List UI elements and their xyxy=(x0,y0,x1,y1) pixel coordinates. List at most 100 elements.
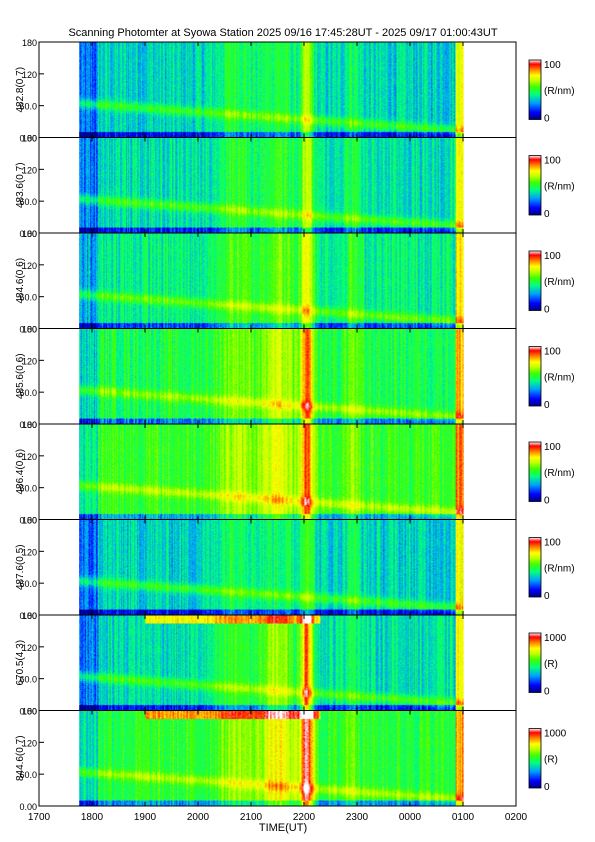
colorbar-min-label: 0 xyxy=(544,305,550,316)
colorbar-max-label: 100 xyxy=(544,156,561,167)
x-tick-label: 2000 xyxy=(187,812,210,823)
chart-title: Scanning Photomter at Syowa Station 2025… xyxy=(68,27,497,39)
colorbar-max-label: 100 xyxy=(544,251,561,262)
panel-ylabel: 483.6(0.7) xyxy=(15,162,26,208)
colorbar-unit-label: (R) xyxy=(544,659,558,670)
y-tick-label: 60.0 xyxy=(19,484,37,494)
y-tick-label: 120 xyxy=(22,643,37,653)
y-tick-label: 60.0 xyxy=(19,197,37,207)
panel-ylabel: 484.6(0.6) xyxy=(15,258,26,304)
colorbar-unit-label: (R) xyxy=(544,754,558,765)
panel-ylabel: 844.6(0.7) xyxy=(15,735,26,781)
x-tick-label: 0100 xyxy=(452,812,475,823)
panel-heatmap-1 xyxy=(79,42,464,137)
colorbar-min-label: 0 xyxy=(544,400,550,411)
y-tick-label: 120 xyxy=(22,738,37,748)
y-tick-label: 0.00 xyxy=(19,611,37,621)
panel-ylabel: 485.6(0.6) xyxy=(15,353,26,399)
y-tick-label: 0.00 xyxy=(19,420,37,430)
panel-heatmap-8 xyxy=(79,711,464,806)
x-tick-label: 1900 xyxy=(134,812,157,823)
colorbar-min-label: 0 xyxy=(544,591,550,602)
panel-ylabel: 482.8(0.7) xyxy=(15,67,26,113)
x-tick-label: 2200 xyxy=(293,812,316,823)
x-tick-label: 1700 xyxy=(28,812,51,823)
panel-heatmap-6 xyxy=(79,520,464,615)
panel-5: 0.00 60.0 120 180 486.4(0.6) 100 (R/nm) 0 xyxy=(15,420,575,526)
panel-frame xyxy=(38,710,517,807)
x-tick-label: 2100 xyxy=(240,812,263,823)
y-tick-label: 120 xyxy=(22,70,37,80)
y-tick-label: 120 xyxy=(22,356,37,366)
colorbar-6 xyxy=(528,537,542,598)
colorbar-8 xyxy=(528,728,542,789)
colorbar-max-label: 100 xyxy=(544,442,561,453)
panel-3: 0.00 60.0 120 180 484.6(0.6) 100 (R/nm) 0 xyxy=(15,229,575,335)
y-tick-label: 180 xyxy=(22,134,37,144)
panel-8: 0.00 60.0 120 180 844.6(0.7) 1000 (R) 0 xyxy=(15,707,567,813)
y-tick-label: 180 xyxy=(22,38,37,48)
colorbar-3 xyxy=(528,250,542,311)
x-axis: 1700 1800 1900 2000 2100 2200 2300 0000 0100 0200 xyxy=(28,812,528,823)
panel-6: 0.00 60.0 120 180 487.6(0.5) 100 (R/nm) 0 xyxy=(15,516,575,622)
y-tick-label: 0.00 xyxy=(19,516,37,526)
colorbar-max-label: 1000 xyxy=(544,633,567,644)
y-tick-label: 180 xyxy=(22,516,37,526)
y-tick-label: 180 xyxy=(22,611,37,621)
panel-heatmap-5 xyxy=(79,424,464,519)
y-tick-label: 60.0 xyxy=(19,770,37,780)
colorbar-min-label: 0 xyxy=(544,496,550,507)
colorbar-unit-label: (R/nm) xyxy=(544,563,575,574)
panel-4: 0.00 60.0 120 180 485.6(0.6) 100 (R/nm) 0 xyxy=(15,325,575,431)
colorbar-unit-label: (R/nm) xyxy=(544,181,575,192)
y-tick-label: 60.0 xyxy=(19,579,37,589)
colorbar-unit-label: (R/nm) xyxy=(544,86,575,97)
x-tick-label: 2300 xyxy=(346,812,369,823)
colorbar-7 xyxy=(528,632,542,693)
y-tick-label: 0.00 xyxy=(19,802,37,812)
colorbar-max-label: 1000 xyxy=(544,729,567,740)
colorbar-max-label: 100 xyxy=(544,347,561,358)
y-tick-label: 60.0 xyxy=(19,675,37,685)
panel-heatmap-2 xyxy=(79,138,464,233)
y-tick-label: 0.00 xyxy=(19,325,37,335)
y-tick-label: 0.00 xyxy=(19,134,37,144)
colorbar-unit-label: (R/nm) xyxy=(544,277,575,288)
panels-group: 0.00 60.0 120 180 482.8(0.7) 100 (R/nm) 0 0.00 60… xyxy=(15,38,575,812)
y-tick-label: 180 xyxy=(22,707,37,717)
panel-ylabel: 486.4(0.6) xyxy=(15,449,26,495)
y-tick-label: 0.00 xyxy=(19,229,37,239)
x-tick-label: 1800 xyxy=(81,812,104,823)
colorbar-4 xyxy=(528,346,542,407)
panel-heatmap-7 xyxy=(79,615,464,710)
colorbar-5 xyxy=(528,441,542,502)
panel-ylabel: 487.6(0.5) xyxy=(15,544,26,590)
x-tick-label: 0200 xyxy=(505,812,528,823)
y-tick-label: 60.0 xyxy=(19,102,37,112)
colorbar-unit-label: (R/nm) xyxy=(544,372,575,383)
y-tick-label: 60.0 xyxy=(19,388,37,398)
colorbar-min-label: 0 xyxy=(544,209,550,220)
y-tick-label: 0.00 xyxy=(19,707,37,717)
y-tick-label: 60.0 xyxy=(19,293,37,303)
y-tick-label: 180 xyxy=(22,325,37,335)
y-tick-label: 120 xyxy=(22,165,37,175)
y-tick-label: 120 xyxy=(22,452,37,462)
colorbar-max-label: 100 xyxy=(544,60,561,71)
panel-7: 0.00 60.0 120 180 670.5(4.3) 1000 (R) 0 xyxy=(15,611,567,717)
colorbar-min-label: 0 xyxy=(544,782,550,793)
y-tick-label: 180 xyxy=(22,229,37,239)
y-tick-label: 120 xyxy=(22,547,37,557)
colorbar-max-label: 100 xyxy=(544,538,561,549)
panel-1: 0.00 60.0 120 180 482.8(0.7) 100 (R/nm) 0 xyxy=(15,38,575,144)
y-tick-label: 180 xyxy=(22,420,37,430)
x-tick-label: 0000 xyxy=(399,812,422,823)
colorbar-2 xyxy=(528,155,542,216)
panel-heatmap-4 xyxy=(79,329,464,424)
colorbar-unit-label: (R/nm) xyxy=(544,468,575,479)
panel-heatmap-3 xyxy=(79,233,464,328)
colorbar-1 xyxy=(528,59,542,120)
x-axis-label: TIME(UT) xyxy=(259,822,307,834)
panel-ylabel: 670.5(4.3) xyxy=(15,640,26,686)
